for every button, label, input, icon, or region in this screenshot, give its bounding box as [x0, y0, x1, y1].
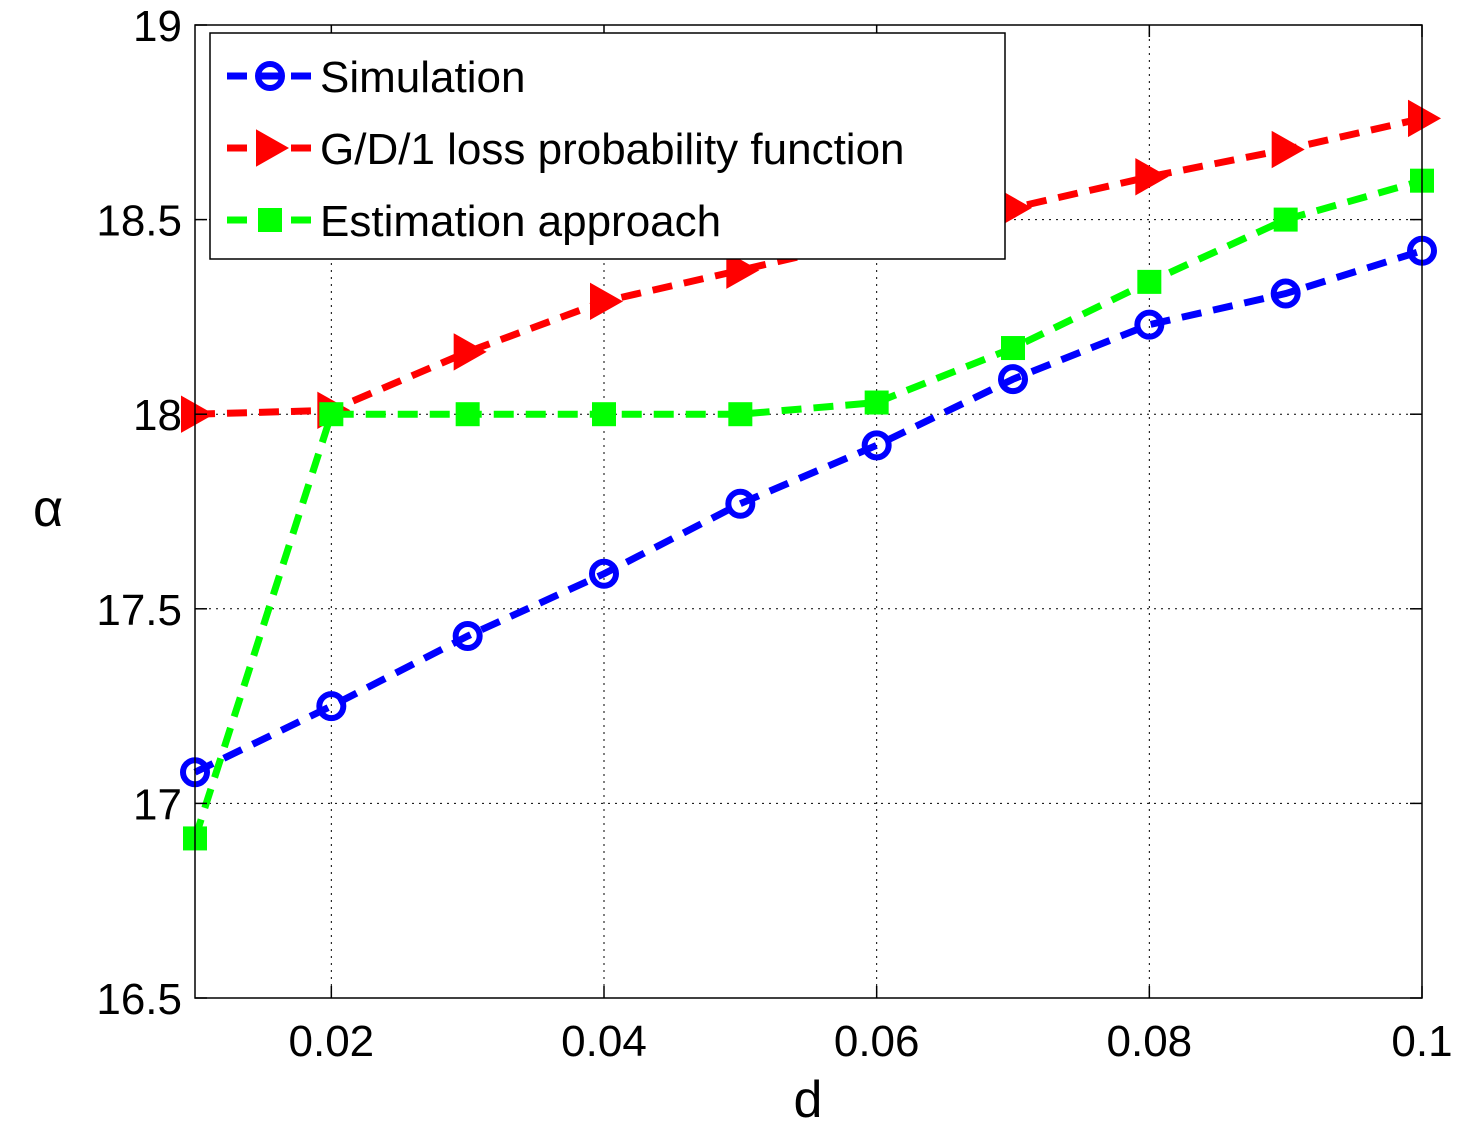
legend-marker [258, 208, 282, 232]
series-layer [180, 99, 1442, 851]
data-point [726, 251, 760, 289]
series-line [191, 177, 1423, 840]
data-point [455, 402, 480, 427]
plot-frame [194, 24, 1423, 999]
data-point [998, 364, 1028, 395]
series-line [193, 247, 1424, 776]
data-point [725, 488, 756, 519]
legend-item: G/D/1 loss probability function [227, 125, 905, 174]
data-point [319, 402, 344, 427]
data-point [1137, 269, 1162, 294]
series-estimation-approach [183, 168, 1434, 851]
legend-marker [256, 129, 290, 167]
series-g-d-1-loss-probability-function [181, 99, 1442, 433]
legend-label: G/D/1 loss probability function [320, 125, 905, 174]
series-line [194, 114, 1423, 418]
y-tick-label: 17.5 [96, 586, 182, 635]
x-tick-label: 0.06 [834, 1017, 920, 1066]
legend-label: Simulation [320, 53, 525, 102]
legend-label: Estimation approach [320, 197, 721, 246]
legend-items: Simulation G/D/1 loss probability functio… [227, 53, 905, 246]
data-point [861, 430, 892, 461]
data-point [1134, 309, 1165, 340]
y-axis-label: α [33, 480, 63, 538]
tick-labels: 0.02 0.04 0.06 0.08 0.1 16.5 17 17.5 18 18.5 19 [96, 2, 1452, 1066]
x-tick-label: 0.1 [1391, 1017, 1452, 1066]
x-tick-label: 0.08 [1107, 1017, 1193, 1066]
legend-box [209, 32, 1006, 260]
data-point [1271, 130, 1305, 169]
data-point [1270, 278, 1301, 309]
x-axis-label: d [794, 1071, 823, 1129]
data-point [452, 621, 483, 652]
data-point [728, 402, 753, 427]
data-point [316, 691, 347, 722]
series-simulation [180, 235, 1437, 788]
legend-item: Simulation [227, 53, 525, 102]
data-point [589, 558, 619, 589]
data-point [864, 390, 889, 415]
y-tick-label: 18.5 [96, 197, 182, 246]
y-tick-label: 19 [133, 2, 182, 51]
y-tick-label: 18 [133, 391, 182, 440]
legend-item: Estimation approach [227, 197, 721, 246]
data-point [590, 282, 624, 321]
legend-marker [255, 61, 285, 91]
data-point [592, 402, 616, 427]
ticks [195, 24, 1423, 999]
data-point [1273, 207, 1298, 232]
data-point [1408, 99, 1442, 138]
data-point [453, 333, 487, 371]
data-point [1135, 158, 1169, 196]
y-tick-label: 16.5 [96, 975, 182, 1024]
y-tick-label: 17 [133, 780, 182, 829]
x-tick-label: 0.04 [561, 1017, 647, 1066]
data-point [1001, 336, 1025, 361]
x-tick-label: 0.02 [289, 1017, 375, 1066]
legend: Simulation G/D/1 loss probability functio… [209, 32, 1006, 260]
